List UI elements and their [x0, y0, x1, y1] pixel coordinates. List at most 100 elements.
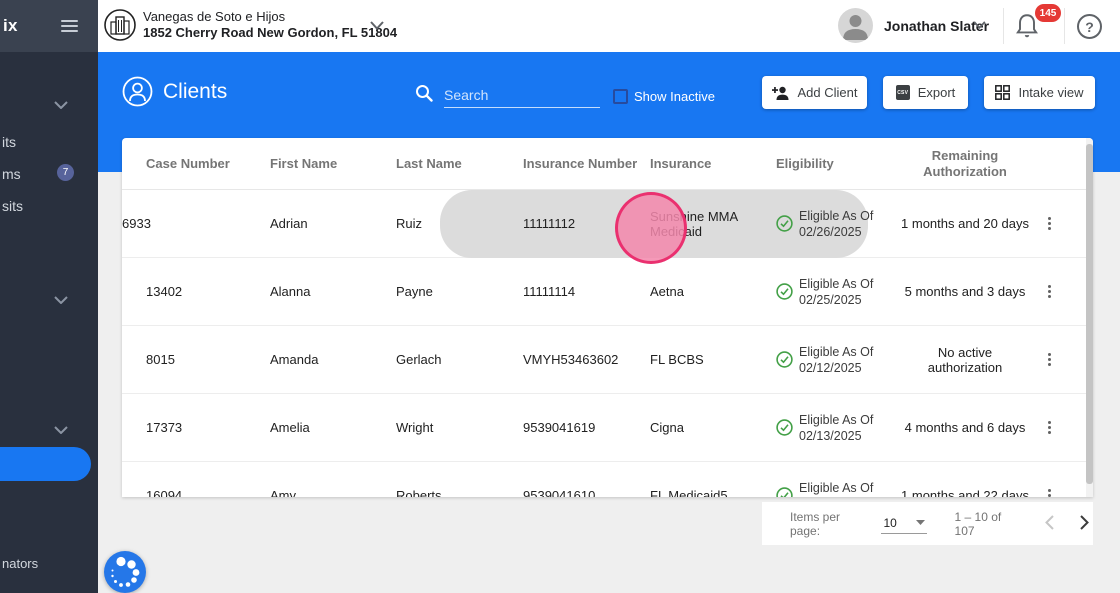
add-client-button[interactable]: Add Client	[762, 76, 867, 109]
sidebar-header: ix	[0, 0, 98, 52]
cell-last-name: Ruiz	[396, 216, 423, 231]
search-input[interactable]	[444, 82, 600, 108]
table-row[interactable]: 13402 Alanna Payne 11111114 Aetna Eligib…	[122, 258, 1093, 326]
cell-remaining-authorization: 5 months and 3 days	[904, 284, 1026, 299]
column-header-first-name[interactable]: First Name	[270, 156, 338, 171]
clients-section-icon	[122, 76, 153, 107]
scrollbar-thumb[interactable]	[1086, 144, 1093, 484]
previous-page-button[interactable]	[1041, 511, 1058, 537]
cell-insurance-number: VMYH53463602	[523, 352, 619, 367]
chevron-right-icon	[1080, 514, 1089, 530]
cell-remaining-authorization: 1 months and 22 days	[901, 488, 1029, 497]
intake-view-button[interactable]: Intake view	[984, 76, 1095, 109]
click-indicator	[615, 192, 687, 264]
cell-last-name: Roberts	[396, 488, 442, 497]
add-client-label: Add Client	[797, 85, 858, 100]
eligible-check-icon	[776, 351, 793, 368]
sidebar-item-deposits[interactable]: sits	[2, 198, 23, 214]
eligibility-date: 02/13/2025	[799, 428, 862, 443]
help-glyph: ?	[1085, 18, 1094, 35]
cell-case-number: 16094	[146, 488, 183, 497]
cell-remaining-authorization: 1 months and 20 days	[901, 216, 1029, 231]
table-row[interactable]: 6933 Adrian Ruiz 11111112 Sunshine MMA M…	[122, 190, 1093, 264]
chevron-down-icon[interactable]	[54, 296, 68, 304]
eligibility-date: 02/25/2025	[799, 292, 862, 307]
cell-insurance: Aetna	[650, 284, 684, 299]
eligible-check-icon	[776, 487, 793, 497]
chevron-down-icon[interactable]	[973, 21, 986, 29]
search-icon	[416, 85, 433, 102]
cell-eligibility: Eligible As Of 02/13/2025	[776, 412, 900, 444]
dropdown-arrow-icon	[915, 520, 925, 525]
organization-info[interactable]: Vanegas de Soto e Hijos 1852 Cherry Road…	[143, 9, 397, 41]
export-button[interactable]: CSV Export	[883, 76, 968, 109]
notification-count-badge: 145	[1035, 4, 1061, 22]
table-row[interactable]: 16094 Amy Roberts 9539041610 FL Medicaid…	[122, 462, 1093, 497]
column-header-remaining-authorization[interactable]: Remaining Authorization	[923, 147, 1007, 179]
show-inactive-label[interactable]: Show Inactive	[634, 89, 715, 104]
sidebar-item-claims[interactable]: ms	[2, 166, 21, 182]
column-header-insurance[interactable]: Insurance	[650, 156, 712, 171]
cell-insurance-number: 9539041619	[523, 420, 596, 435]
avatar[interactable]	[838, 8, 873, 43]
column-header-insurance-number[interactable]: Insurance Number	[523, 156, 638, 171]
column-header-last-name[interactable]: Last Name	[396, 156, 462, 171]
cell-case-number: 6933	[122, 216, 151, 231]
column-header-case-number[interactable]: Case Number	[146, 156, 230, 171]
chevron-left-icon	[1045, 514, 1054, 530]
sidebar-item-coordinators[interactable]: nators	[2, 556, 39, 571]
page-range-label: 1 – 10 of 107	[954, 509, 1002, 538]
menu-toggle-icon[interactable]	[61, 20, 78, 33]
cell-insurance: FL BCBS	[650, 352, 704, 367]
column-header-eligibility[interactable]: Eligibility	[776, 156, 834, 171]
grid-view-icon	[995, 85, 1011, 100]
cell-first-name: Amelia	[270, 420, 310, 435]
cell-insurance: Cigna	[650, 420, 684, 435]
eligibility-date: 02/26/2025	[799, 224, 862, 239]
sidebar-item-badge: 7	[57, 164, 74, 181]
eligibility-status: Eligible As Of	[799, 344, 874, 359]
eligibility-status: Eligible As Of	[799, 208, 874, 223]
cell-first-name: Amanda	[270, 352, 319, 367]
divider	[1064, 8, 1065, 44]
row-actions-menu-icon[interactable]	[1040, 486, 1058, 497]
row-actions-menu-icon[interactable]	[1040, 282, 1058, 302]
eligibility-date: 02/12/2025	[799, 360, 862, 375]
page-title: Clients	[163, 80, 228, 103]
items-per-page-label: Items per page:	[790, 509, 841, 538]
person-add-icon	[771, 86, 788, 100]
organization-name: Vanegas de Soto e Hijos	[143, 9, 286, 24]
chevron-down-icon[interactable]	[54, 426, 68, 434]
eligible-check-icon	[776, 215, 793, 232]
help-icon[interactable]: ?	[1077, 14, 1102, 39]
cell-insurance-number: 9539041610	[523, 488, 596, 497]
items-per-page-select[interactable]: 10	[881, 514, 927, 534]
cell-case-number: 17373	[146, 420, 183, 435]
cell-remaining-authorization: 4 months and 6 days	[904, 420, 1026, 435]
chat-widget-icon[interactable]	[104, 551, 146, 593]
table-row[interactable]: 17373 Amelia Wright 9539041619 Cigna Eli…	[122, 394, 1093, 462]
divider	[1003, 8, 1004, 44]
table-row[interactable]: 8015 Amanda Gerlach VMYH53463602 FL BCBS…	[122, 326, 1093, 394]
cell-eligibility: Eligible As Of 02/12/2025	[776, 344, 900, 376]
row-actions-menu-icon[interactable]	[1040, 214, 1058, 234]
cell-remaining-authorization: No active authorization	[927, 344, 1003, 375]
table-scrollbar	[1086, 138, 1093, 497]
cell-case-number: 8015	[146, 352, 175, 367]
csv-file-icon: CSV	[895, 85, 910, 100]
eligible-check-icon	[776, 283, 793, 300]
notifications-bell-icon[interactable]	[1014, 12, 1044, 42]
cell-first-name: Alanna	[270, 284, 311, 299]
sidebar-item-active-clients[interactable]	[0, 447, 91, 481]
row-actions-menu-icon[interactable]	[1040, 350, 1058, 370]
export-label: Export	[917, 85, 956, 100]
row-actions-menu-icon[interactable]	[1040, 418, 1058, 438]
chevron-down-icon[interactable]	[370, 21, 384, 30]
cell-first-name: Adrian	[270, 216, 308, 231]
user-name[interactable]: Jonathan Slater	[884, 18, 990, 34]
next-page-button[interactable]	[1076, 511, 1093, 537]
show-inactive-checkbox[interactable]	[613, 89, 628, 104]
chevron-down-icon[interactable]	[54, 101, 68, 109]
sidebar-item-visits[interactable]: its	[2, 134, 16, 150]
